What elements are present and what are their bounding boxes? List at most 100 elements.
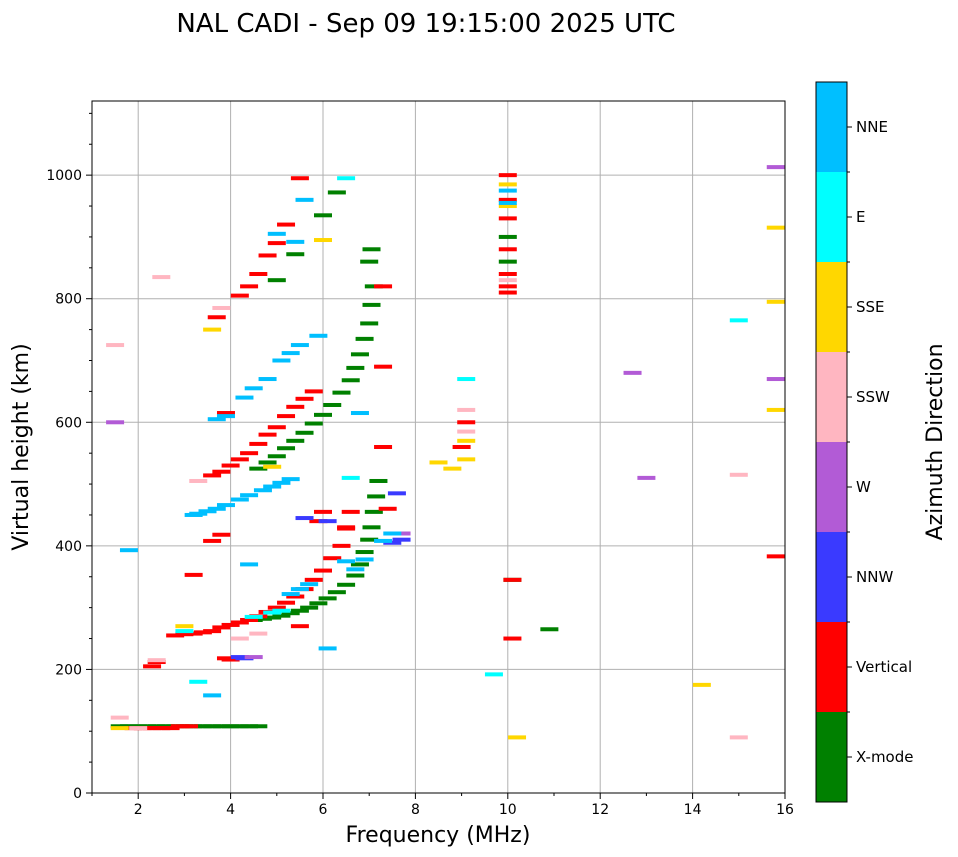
echo-mark	[498, 272, 517, 276]
echo-mark	[244, 614, 263, 619]
colorbar-tick-label: E	[856, 208, 865, 226]
series-ssw	[106, 275, 748, 740]
echo-mark	[355, 557, 374, 562]
echo-mark	[498, 182, 517, 187]
echo-mark	[362, 247, 381, 252]
colorbar-segment-nnw	[816, 532, 847, 622]
echo-mark	[374, 445, 393, 449]
colorbar-segment-e	[816, 172, 847, 262]
echo-mark	[498, 216, 517, 221]
echo-mark	[314, 412, 332, 417]
echo-mark	[170, 724, 189, 729]
echo-mark	[290, 343, 309, 348]
colorbar-segment-sse	[816, 262, 847, 352]
echo-mark	[457, 429, 476, 434]
y-axis-ticks: 0 200 400 600 800 1000	[46, 112, 92, 802]
echo-mark	[193, 630, 212, 635]
echo-mark	[240, 451, 259, 456]
echo-mark	[240, 724, 259, 729]
echo-mark	[637, 475, 656, 480]
echo-mark	[498, 284, 517, 289]
echo-mark	[166, 633, 185, 638]
echo-mark	[374, 538, 393, 543]
echo-mark	[341, 378, 360, 383]
echo-mark	[623, 370, 642, 375]
echo-mark	[364, 284, 383, 289]
echo-mark	[230, 497, 249, 502]
y-tick-label: 200	[55, 662, 82, 678]
colorbar-segment-ssw	[816, 352, 847, 442]
echo-mark	[540, 627, 559, 632]
echo-mark	[766, 377, 785, 382]
echo-mark	[729, 735, 748, 740]
colorbar-frame	[815, 81, 848, 803]
echo-mark	[503, 577, 522, 582]
echo-mark	[267, 454, 286, 459]
x-tick-label: 6	[319, 802, 328, 818]
echo-mark	[212, 724, 231, 729]
series-nne	[119, 188, 517, 698]
echo-mark	[295, 430, 314, 435]
echo-mark	[203, 473, 222, 478]
x-tick-label: 10	[499, 802, 517, 818]
echo-mark	[175, 629, 194, 634]
colorbar: X-mode Vertical NNW W SSW SSE E NNE	[815, 81, 913, 803]
echo-mark	[369, 478, 388, 483]
x-tick-label: 12	[591, 802, 609, 818]
echo-mark	[429, 460, 448, 465]
echo-mark	[230, 724, 249, 729]
echo-mark	[341, 475, 360, 480]
colorbar-tick-label: W	[856, 478, 871, 496]
echo-mark	[253, 616, 272, 621]
echo-mark	[258, 377, 277, 382]
echo-mark	[457, 407, 476, 412]
echo-mark	[263, 484, 282, 489]
echo-mark	[175, 632, 194, 637]
echo-mark	[392, 537, 411, 542]
y-tick-label: 400	[55, 539, 82, 555]
echo-mark	[729, 318, 748, 323]
echo-mark	[314, 509, 332, 514]
colorbar-segment-nne	[816, 82, 847, 172]
echo-mark	[360, 259, 379, 264]
echo-mark	[323, 556, 342, 561]
echo-mark	[212, 625, 231, 630]
echo-mark	[263, 610, 282, 615]
echo-mark	[290, 587, 309, 592]
echo-mark	[498, 173, 517, 178]
echo-mark	[498, 188, 517, 193]
series-nnw	[230, 491, 411, 661]
echo-mark	[175, 624, 194, 629]
echo-mark	[318, 519, 337, 524]
echo-mark	[263, 615, 282, 620]
echo-mark	[360, 537, 379, 542]
echo-mark	[277, 600, 296, 605]
plot-background	[92, 101, 785, 793]
echo-mark	[766, 554, 785, 559]
echo-mark	[230, 457, 249, 462]
echo-mark	[309, 519, 328, 524]
echo-mark	[267, 278, 286, 283]
echo-mark	[230, 620, 249, 625]
echo-mark	[161, 726, 180, 731]
echo-mark	[281, 351, 300, 356]
echo-mark	[203, 693, 222, 698]
echo-mark	[290, 624, 309, 629]
echo-mark	[309, 333, 328, 338]
echo-mark	[203, 629, 222, 634]
echo-mark	[286, 438, 305, 443]
colorbar-tick-label: SSE	[856, 298, 885, 316]
echo-mark	[267, 241, 286, 246]
y-tick-label: 0	[73, 786, 82, 802]
echo-mark	[766, 299, 785, 304]
data-marks	[106, 165, 785, 740]
colorbar-segment-vertical	[816, 622, 847, 712]
echo-mark	[383, 540, 402, 545]
echo-mark	[498, 234, 517, 239]
echo-mark	[766, 165, 785, 170]
y-tick-label: 800	[55, 292, 82, 308]
colorbar-tick-label: X-mode	[856, 748, 913, 766]
echo-mark	[244, 655, 263, 660]
echo-mark	[374, 364, 393, 369]
echo-mark	[143, 664, 162, 669]
